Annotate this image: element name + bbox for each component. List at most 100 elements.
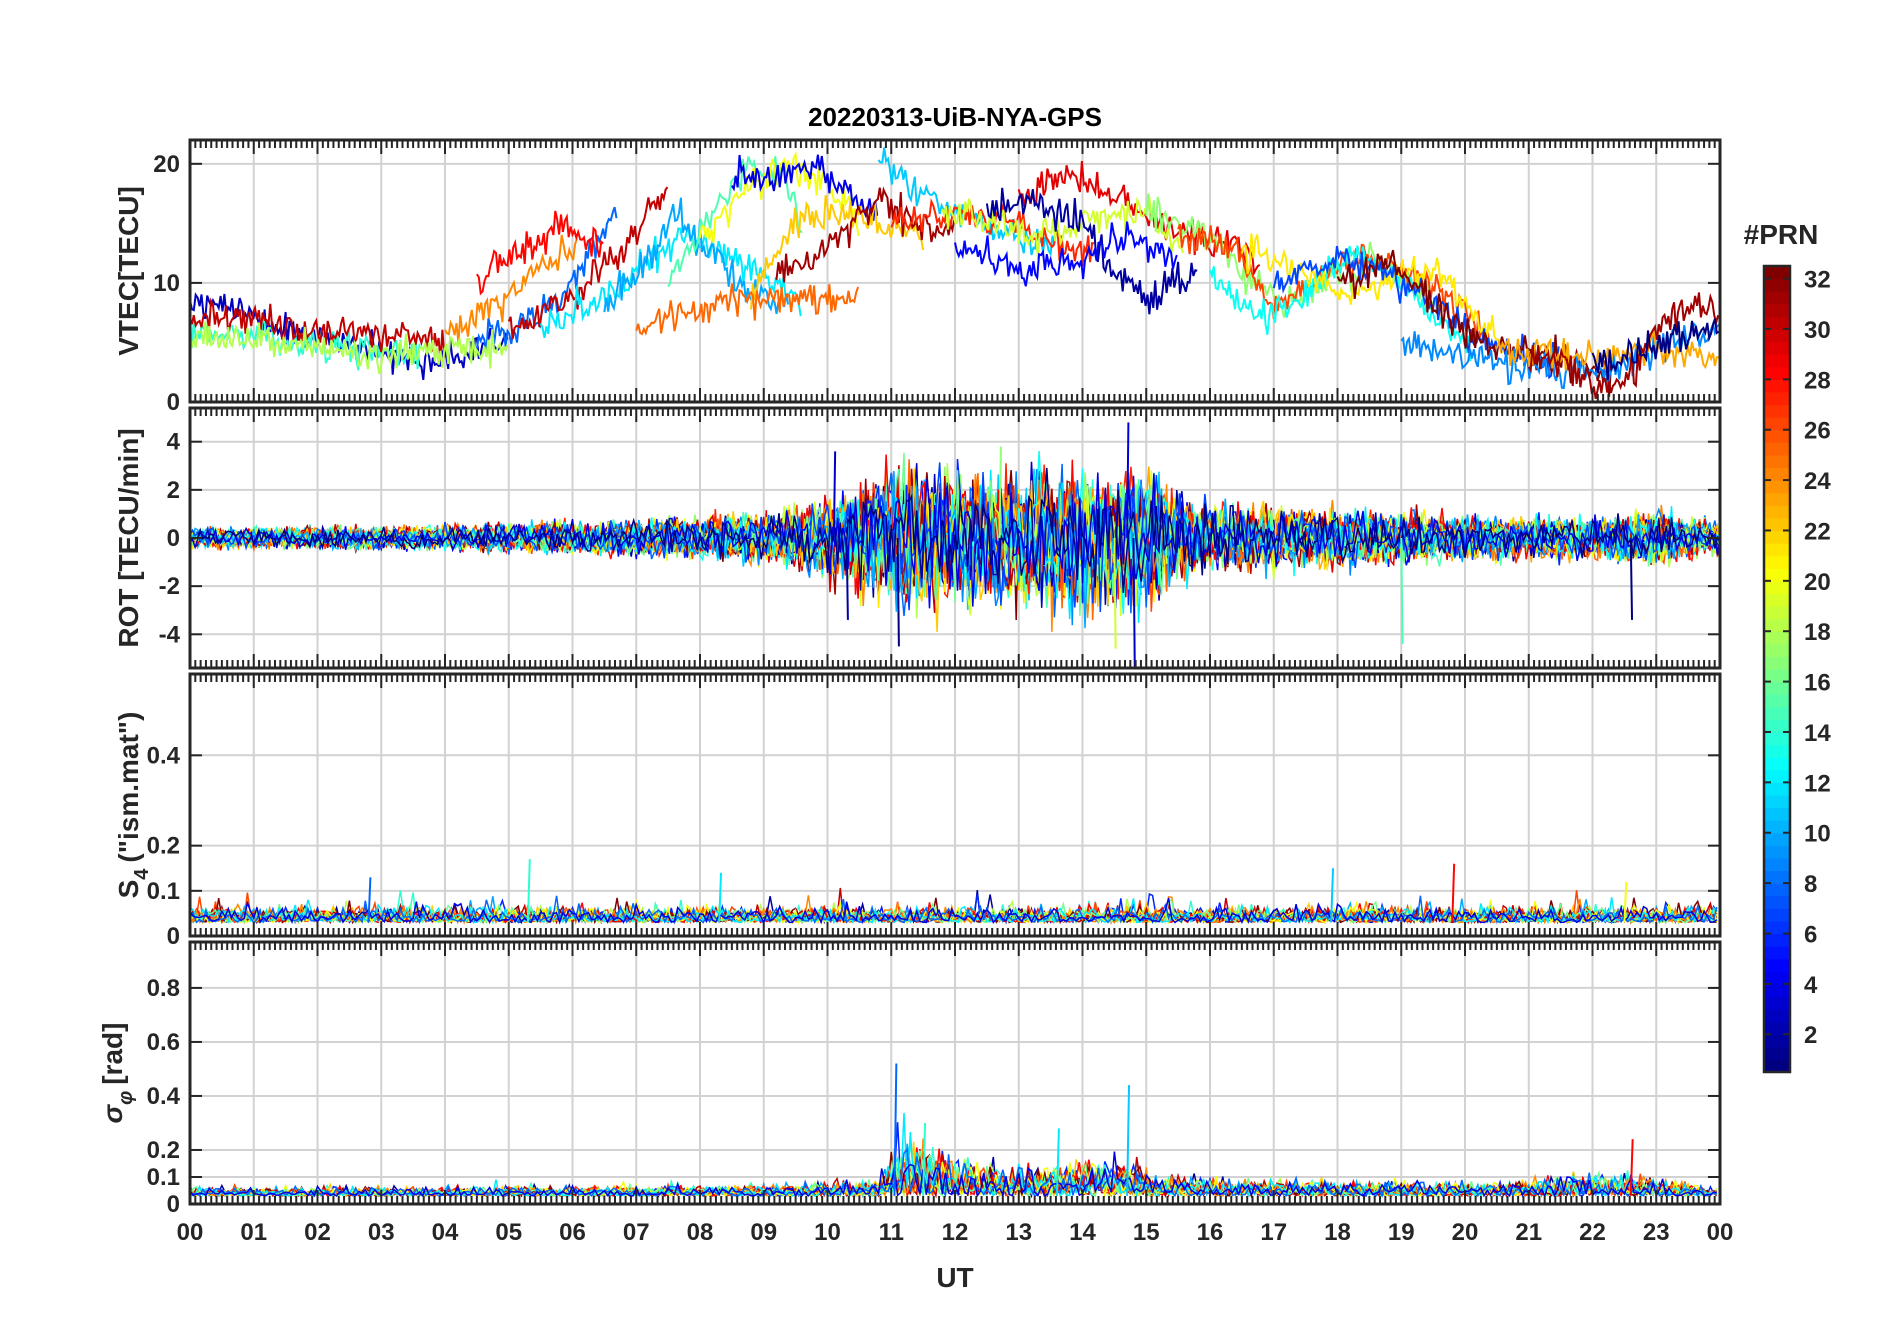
colorbar-segment bbox=[1764, 857, 1790, 872]
colorbar-segment bbox=[1764, 1009, 1790, 1023]
colorbar-frame bbox=[1762, 264, 1792, 1074]
colorbar-segment bbox=[1764, 429, 1790, 443]
y-tick-label: 0 bbox=[167, 525, 180, 552]
colorbar-tick-label: 14 bbox=[1804, 720, 1831, 747]
colorbar-tick-label: 22 bbox=[1804, 518, 1831, 545]
colorbar-tick-label: 4 bbox=[1804, 972, 1818, 999]
series-prn-4 bbox=[190, 897, 1718, 925]
colorbar-segment bbox=[1764, 328, 1790, 343]
colorbar-segment bbox=[1764, 820, 1790, 834]
colorbar-tick-label: 26 bbox=[1804, 418, 1831, 445]
colorbar-segment bbox=[1764, 266, 1790, 280]
colorbar-segment bbox=[1764, 555, 1790, 569]
spike bbox=[1629, 1139, 1634, 1196]
rot-spike bbox=[998, 446, 1002, 539]
y-tick-label: 0.8 bbox=[147, 975, 180, 1002]
colorbar-segment bbox=[1764, 631, 1790, 645]
colorbar-segment bbox=[1764, 1059, 1790, 1073]
vtec-series-prn-19 bbox=[941, 193, 1185, 260]
vtec-series-prn-24 bbox=[444, 234, 578, 344]
x-tick-label: 14 bbox=[1069, 1219, 1096, 1246]
y-axis-label: ROT [TECU/min] bbox=[113, 428, 144, 647]
vtec-series-prn-25 bbox=[635, 283, 860, 336]
y-tick-label: 0.2 bbox=[147, 1137, 180, 1164]
colorbar-segment bbox=[1764, 643, 1790, 657]
colorbar-segment bbox=[1764, 303, 1790, 317]
vtec-series-prn-5 bbox=[954, 221, 1178, 287]
x-tick-label: 21 bbox=[1515, 1219, 1542, 1246]
colorbar-tick-label: 18 bbox=[1804, 619, 1831, 646]
x-tick-label: 19 bbox=[1388, 1219, 1415, 1246]
colorbar-segment bbox=[1764, 832, 1790, 846]
colorbar-segment bbox=[1764, 920, 1790, 935]
colorbar-tick-label: 10 bbox=[1804, 821, 1831, 848]
y-axis-label-subscript: 4 bbox=[131, 868, 153, 880]
colorbar-segment bbox=[1764, 354, 1790, 368]
colorbar-segment bbox=[1764, 1021, 1790, 1035]
x-tick-label: 15 bbox=[1133, 1219, 1160, 1246]
colorbar-tick-label: 24 bbox=[1804, 468, 1831, 495]
spike bbox=[1623, 881, 1628, 923]
colorbar-segment bbox=[1764, 606, 1790, 620]
spike bbox=[922, 1122, 927, 1196]
x-tick-label: 03 bbox=[368, 1219, 395, 1246]
colorbar-segment bbox=[1764, 656, 1790, 670]
vtec-series-prn-30 bbox=[190, 297, 446, 362]
vtec-series-prn-10 bbox=[603, 197, 789, 314]
colorbar-segment bbox=[1764, 404, 1790, 418]
spike bbox=[367, 877, 372, 923]
colorbar-segment bbox=[1764, 681, 1790, 695]
colorbar-segment bbox=[1764, 316, 1790, 330]
colorbar-segment bbox=[1764, 895, 1790, 909]
y-tick-label: 2 bbox=[167, 477, 180, 504]
vtec-series-prn-18 bbox=[190, 321, 509, 375]
series-group bbox=[190, 422, 1720, 668]
x-tick-label: 12 bbox=[942, 1219, 969, 1246]
colorbar-tick-label: 28 bbox=[1804, 367, 1831, 394]
colorbar-segment bbox=[1764, 757, 1790, 771]
y-tick-label: 0.2 bbox=[147, 833, 180, 860]
vtec-series-prn-2 bbox=[985, 187, 1198, 315]
vtec-series-prn-1 bbox=[1591, 318, 1720, 381]
colorbar-segment bbox=[1764, 983, 1790, 998]
colorbar-segment bbox=[1764, 694, 1790, 708]
y-tick-label: 0.4 bbox=[147, 1083, 181, 1110]
vtec-series-prn-26 bbox=[1177, 223, 1491, 351]
colorbar-segment bbox=[1764, 933, 1790, 947]
colorbar-segment bbox=[1764, 1034, 1790, 1048]
y-tick-label: 0 bbox=[167, 1191, 180, 1218]
rot-spike bbox=[1132, 537, 1136, 668]
y-tick-label: -2 bbox=[159, 573, 180, 600]
x-tick-label: 08 bbox=[687, 1219, 714, 1246]
spike bbox=[526, 859, 531, 923]
spike bbox=[1056, 1128, 1060, 1196]
colorbar-segment bbox=[1764, 769, 1790, 783]
colorbar-segment bbox=[1764, 391, 1790, 406]
colorbar-tick-label: 16 bbox=[1804, 670, 1831, 697]
colorbar-segment bbox=[1764, 669, 1790, 683]
colorbar-tick-label: 20 bbox=[1804, 569, 1831, 596]
colorbar-segment bbox=[1764, 883, 1790, 897]
y-axis-label-rest: [rad] bbox=[97, 1023, 128, 1085]
y-axis-label-main: σ bbox=[97, 1103, 128, 1123]
vtec-series-prn-21 bbox=[1240, 233, 1503, 354]
y-axis-label: VTEC[TECU] bbox=[113, 186, 144, 356]
x-tick-label: 09 bbox=[750, 1219, 777, 1246]
y-tick-label: 0.4 bbox=[147, 742, 181, 769]
colorbar-segment bbox=[1764, 946, 1790, 960]
rot-spike bbox=[896, 537, 900, 647]
y-tick-label: 0.1 bbox=[147, 1164, 180, 1191]
x-tick-label: 17 bbox=[1260, 1219, 1287, 1246]
colorbar-segment bbox=[1764, 568, 1790, 582]
colorbar-segment bbox=[1764, 593, 1790, 607]
colorbar-segment bbox=[1764, 971, 1790, 985]
spike bbox=[718, 872, 723, 923]
x-tick-label: 23 bbox=[1643, 1219, 1670, 1246]
spike bbox=[1330, 868, 1335, 923]
y-tick-label: 0.1 bbox=[147, 878, 180, 905]
colorbar-segment bbox=[1764, 706, 1790, 720]
panel-1: 0 10 20 VTEC[TECU] bbox=[113, 138, 1722, 416]
